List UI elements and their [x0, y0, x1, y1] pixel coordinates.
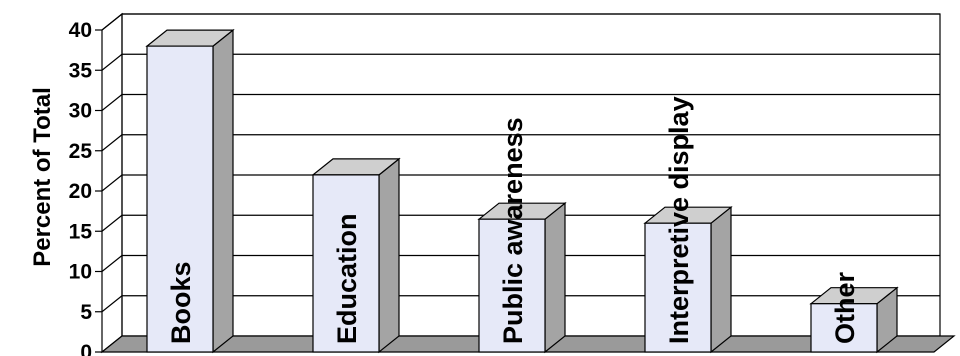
- bar-education: Education: [311, 157, 401, 354]
- y-tick-label: 0: [80, 341, 92, 356]
- bar-front: [146, 45, 214, 353]
- gridline: [101, 93, 940, 111]
- y-axis-title: Percent of Total: [29, 87, 56, 267]
- bar-public-awareness: Public awareness: [477, 117, 567, 354]
- bar-label: Books: [166, 261, 196, 344]
- bar-front: [644, 222, 712, 353]
- bar-label: Interpretive display: [664, 96, 694, 344]
- y-axis-ticks: 0 5 10 15 20 25 30 35 40: [69, 19, 102, 356]
- gridline: [101, 13, 940, 31]
- y-tick-label: 5: [80, 301, 92, 324]
- gridline: [101, 134, 940, 152]
- y-tick-label: 30: [69, 100, 92, 123]
- bar-books: Books: [145, 28, 235, 354]
- y-tick-label: 10: [69, 261, 92, 284]
- bar-side: [378, 157, 400, 354]
- y-tick-label: 25: [69, 140, 93, 163]
- bar-label: Public awareness: [498, 117, 528, 344]
- bar-label: Education: [332, 213, 362, 344]
- bar-interpretive-display: Interpretive display: [643, 96, 733, 354]
- y-tick-label: 15: [69, 220, 93, 243]
- bar-label: Other: [830, 271, 860, 344]
- bar-other: Other: [809, 271, 899, 354]
- y-tick-label: 35: [69, 59, 93, 82]
- gridline: [101, 174, 940, 192]
- bars: Books Education Public awareness Interpreti…: [145, 28, 899, 354]
- bar-side: [212, 28, 234, 354]
- bar-front: [810, 303, 878, 353]
- bar-side: [544, 201, 566, 354]
- bar-front: [312, 174, 380, 353]
- y-tick-label: 40: [69, 19, 92, 42]
- y-tick-label: 20: [69, 180, 92, 203]
- bar-front: [478, 218, 546, 353]
- gridline: [101, 53, 940, 71]
- bar-side: [710, 205, 732, 354]
